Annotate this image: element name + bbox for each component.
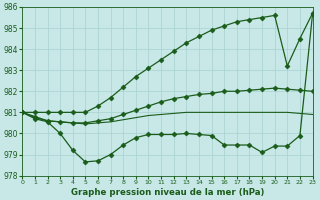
X-axis label: Graphe pression niveau de la mer (hPa): Graphe pression niveau de la mer (hPa) xyxy=(71,188,264,197)
